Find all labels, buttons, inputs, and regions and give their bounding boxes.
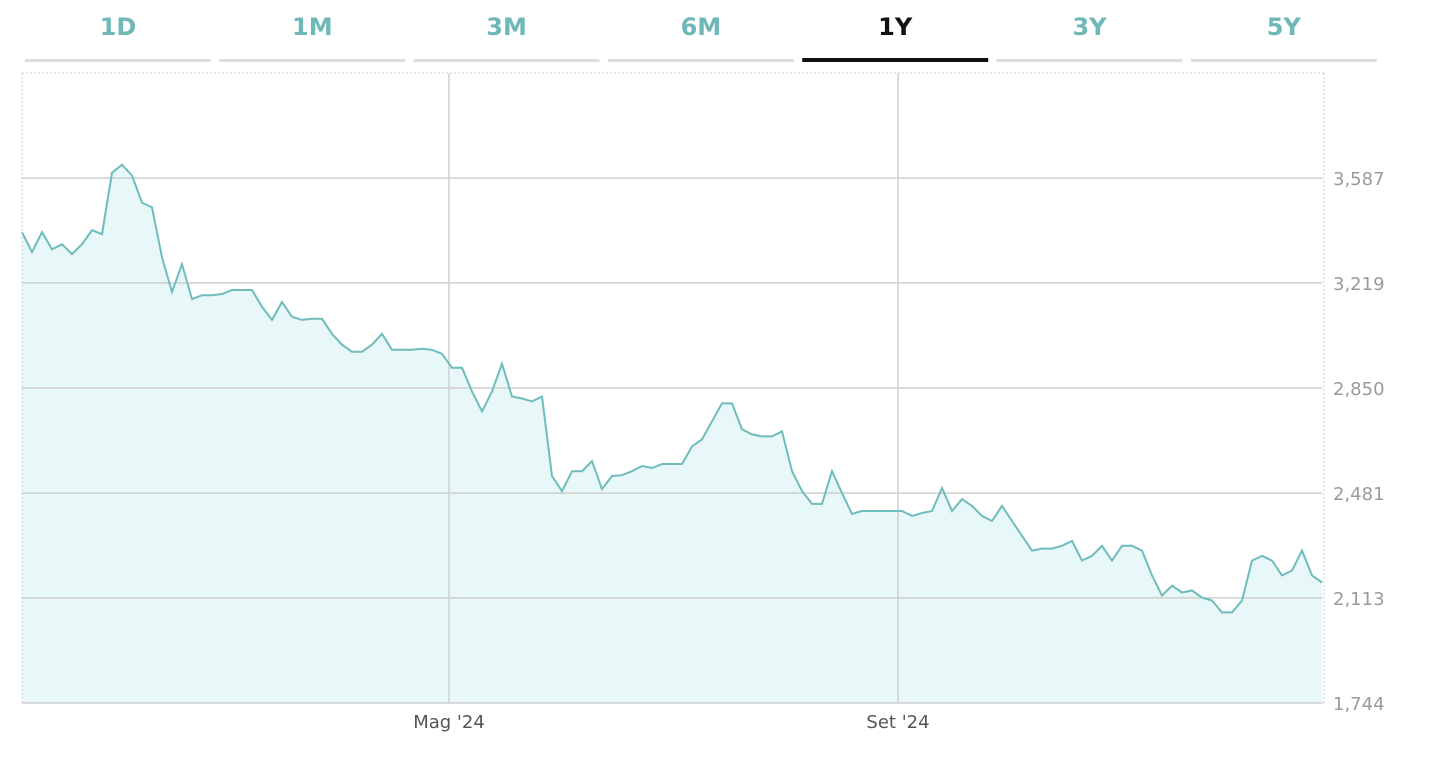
tab-label[interactable]: 1D bbox=[100, 13, 137, 41]
tab-underline[interactable] bbox=[219, 59, 406, 62]
tab-underline[interactable] bbox=[413, 59, 600, 62]
y-tick-label: 3,219 bbox=[1333, 274, 1385, 295]
tab-underline[interactable] bbox=[1190, 59, 1377, 62]
y-tick-label: 3,587 bbox=[1333, 169, 1385, 190]
tab-label[interactable]: 5Y bbox=[1267, 13, 1302, 41]
tab-underline[interactable] bbox=[25, 59, 211, 62]
tab-label[interactable]: 1M bbox=[292, 13, 333, 41]
tab-label[interactable]: 3M bbox=[486, 13, 527, 41]
tab-underline[interactable] bbox=[607, 59, 794, 62]
x-tick-label: Set '24 bbox=[866, 712, 929, 733]
y-tick-label: 2,481 bbox=[1333, 484, 1385, 505]
tab-label[interactable]: 6M bbox=[681, 13, 722, 41]
y-tick-label: 1,744 bbox=[1333, 694, 1385, 715]
y-tick-label: 2,113 bbox=[1333, 589, 1385, 610]
tab-underline[interactable] bbox=[996, 59, 1183, 62]
tab-label[interactable]: 3Y bbox=[1072, 13, 1107, 41]
line bbox=[21, 163, 1323, 614]
x-tick-label: Mag '24 bbox=[413, 712, 485, 733]
area bbox=[22, 164, 1322, 703]
y-tick-label: 2,850 bbox=[1333, 379, 1385, 400]
tab-underline[interactable] bbox=[802, 58, 989, 62]
tab-label[interactable]: 1Y bbox=[878, 13, 913, 41]
